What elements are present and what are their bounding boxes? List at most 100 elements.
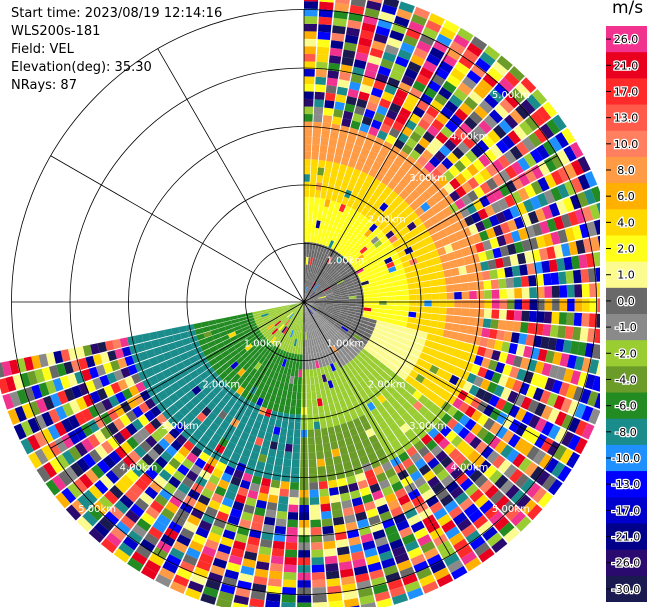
range-gate [266, 401, 275, 411]
range-gate [324, 548, 337, 557]
range-gate [514, 407, 527, 422]
range-gate [588, 359, 600, 375]
range-gate [54, 437, 68, 453]
range-gate [438, 437, 451, 450]
range-gate [496, 234, 507, 247]
range-gate [177, 464, 190, 476]
range-gate [413, 440, 426, 452]
range-gate [215, 366, 225, 376]
range-gate [599, 388, 600, 392]
range-gate [551, 461, 566, 478]
range-gate [423, 287, 432, 294]
range-gate [190, 406, 201, 417]
range-gate [481, 270, 491, 281]
range-gate [187, 329, 197, 338]
ring-labels: 1.00km2.00km3.00km4.00km5.00km1.00km2.00… [78, 90, 529, 515]
range-gate [245, 374, 254, 383]
colorbar-label: 10.0 [614, 138, 639, 151]
range-gate [578, 254, 588, 269]
range-gate [345, 332, 354, 339]
range-gate [461, 308, 470, 317]
range-gate [435, 368, 446, 379]
range-gate [313, 313, 319, 320]
range-gate [399, 200, 410, 211]
range-gate [442, 371, 453, 382]
range-gate [402, 172, 414, 184]
range-gate [550, 272, 560, 285]
range-gate [535, 274, 545, 286]
range-gate [407, 283, 416, 290]
range-gate [203, 463, 215, 475]
range-gate [497, 197, 509, 211]
range-gate [265, 368, 272, 377]
range-gate [380, 58, 394, 70]
range-gate [375, 353, 385, 362]
range-gate [318, 481, 329, 490]
colorbar-swatch [606, 392, 647, 420]
range-gate [346, 420, 356, 430]
range-gate [252, 351, 261, 360]
range-gate [325, 321, 333, 328]
range-gate [382, 426, 393, 437]
range-gate [381, 175, 392, 186]
range-gate [443, 20, 460, 34]
range-gate [82, 511, 98, 527]
range-gate [275, 356, 282, 365]
range-gate [326, 256, 333, 264]
range-gate [544, 286, 553, 298]
range-gate [384, 353, 394, 363]
range-gate [414, 457, 427, 470]
range-gate [416, 306, 425, 313]
range-gate [106, 372, 117, 384]
range-gate [355, 373, 363, 383]
range-gate [305, 287, 309, 295]
range-gate [105, 532, 122, 548]
range-gate [232, 540, 247, 551]
range-gate [333, 334, 340, 343]
range-gate [55, 405, 68, 421]
range-gate [314, 189, 321, 198]
range-gate [550, 153, 564, 169]
range-gate [289, 304, 297, 308]
range-gate [583, 188, 596, 205]
range-gate [383, 185, 393, 196]
range-gate [384, 467, 397, 479]
range-gate [371, 304, 380, 309]
range-gate [262, 415, 270, 425]
range-gate [85, 380, 97, 393]
range-gate [334, 101, 345, 111]
range-gate [452, 511, 468, 526]
range-gate [379, 296, 387, 301]
range-gate [431, 286, 440, 294]
range-gate [569, 141, 584, 159]
range-gate [488, 214, 500, 227]
range-gate [377, 283, 386, 290]
range-gate [343, 173, 352, 183]
range-gate [441, 261, 451, 271]
range-gate [144, 410, 156, 422]
ring-label: 5.00km [78, 504, 116, 515]
range-gate [356, 222, 365, 232]
range-gate [224, 569, 240, 580]
range-gate [351, 237, 359, 246]
range-gate [580, 268, 590, 283]
range-gate [349, 489, 361, 500]
range-gate [283, 367, 289, 376]
range-gate [338, 329, 346, 337]
range-gate [84, 469, 99, 484]
range-gate [439, 254, 449, 263]
range-gate [286, 311, 293, 317]
range-gate [356, 298, 365, 302]
range-gate [126, 335, 137, 346]
range-gate [352, 185, 362, 195]
range-gate [202, 586, 219, 598]
range-gate [400, 475, 413, 488]
range-gate [114, 348, 125, 360]
range-gate [509, 366, 520, 379]
range-gate [261, 374, 269, 384]
range-gate [520, 99, 536, 115]
range-gate [304, 316, 306, 325]
range-gate [325, 265, 333, 273]
range-gate [277, 442, 286, 452]
range-gate [444, 276, 454, 285]
